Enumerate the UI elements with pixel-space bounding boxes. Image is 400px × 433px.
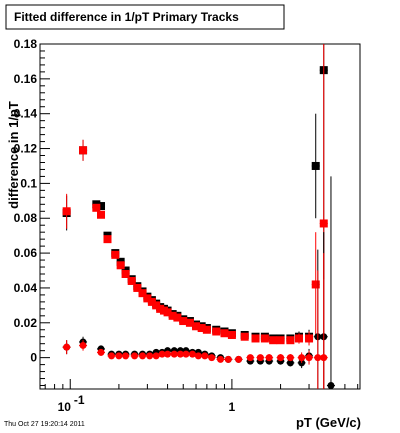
square-marker bbox=[260, 334, 269, 343]
y-axis-label: difference in 1/pT bbox=[6, 101, 21, 209]
circle-marker bbox=[320, 354, 328, 362]
x-tick-exponent: -1 bbox=[74, 393, 85, 407]
plot-frame bbox=[39, 43, 361, 390]
y-tick-label: 0.1 bbox=[20, 176, 37, 190]
y-tick-label: 0.02 bbox=[14, 316, 38, 330]
circle-marker bbox=[122, 352, 130, 360]
y-tick-label: 0.14 bbox=[14, 107, 38, 121]
circle-marker bbox=[63, 343, 71, 351]
data-series bbox=[62, 44, 335, 390]
y-tick-label: 0.16 bbox=[14, 72, 38, 86]
y-tick-label: 0 bbox=[30, 351, 37, 365]
square-marker bbox=[227, 330, 236, 339]
square-marker bbox=[319, 219, 328, 228]
square-marker bbox=[311, 161, 320, 170]
circle-marker bbox=[139, 352, 147, 360]
series-1 bbox=[62, 44, 328, 389]
square-marker bbox=[62, 207, 71, 216]
circle-marker bbox=[224, 355, 232, 363]
circle-marker bbox=[216, 355, 224, 363]
square-marker bbox=[121, 270, 130, 278]
circle-marker bbox=[265, 354, 273, 362]
circle-marker bbox=[201, 352, 209, 360]
circle-marker bbox=[164, 350, 172, 358]
circle-marker bbox=[277, 354, 285, 362]
square-marker bbox=[152, 301, 161, 310]
circle-marker bbox=[188, 350, 196, 358]
circle-marker bbox=[158, 350, 166, 358]
square-marker bbox=[179, 317, 188, 326]
y-tick-label: 0.18 bbox=[14, 37, 38, 51]
square-marker bbox=[111, 250, 120, 259]
circle-marker bbox=[182, 350, 190, 358]
square-marker bbox=[127, 276, 136, 285]
circle-marker bbox=[256, 354, 264, 362]
title-box: Fitted difference in 1/pT Primary Tracks bbox=[5, 4, 285, 30]
circle-marker bbox=[208, 354, 216, 362]
square-marker bbox=[103, 235, 112, 244]
x-tick-label: 1 bbox=[229, 400, 236, 414]
square-marker bbox=[251, 334, 260, 343]
square-marker bbox=[305, 334, 314, 343]
circle-marker bbox=[327, 382, 335, 390]
circle-marker bbox=[152, 352, 160, 360]
circle-marker bbox=[108, 352, 116, 360]
square-marker bbox=[147, 297, 156, 306]
chart-title: Fitted difference in 1/pT Primary Tracks bbox=[14, 10, 239, 24]
circle-marker bbox=[97, 348, 105, 356]
square-marker bbox=[311, 280, 320, 289]
square-marker bbox=[220, 329, 229, 338]
square-marker bbox=[197, 324, 206, 333]
square-marker bbox=[92, 203, 101, 212]
y-tick-label: 0.04 bbox=[14, 281, 38, 295]
circle-marker bbox=[246, 354, 254, 362]
square-marker bbox=[202, 325, 211, 334]
x-axis-ticks: 10 -1 1 bbox=[44, 379, 359, 414]
square-marker bbox=[97, 210, 106, 219]
circle-marker bbox=[146, 352, 154, 360]
circle-marker bbox=[314, 354, 322, 362]
square-marker bbox=[79, 146, 88, 155]
square-marker bbox=[185, 318, 194, 327]
square-marker bbox=[168, 311, 177, 320]
square-marker bbox=[286, 336, 295, 345]
circle-marker bbox=[115, 352, 123, 360]
y-tick-label: 0.06 bbox=[14, 246, 38, 260]
square-marker bbox=[133, 283, 142, 292]
title-box-frame bbox=[5, 4, 285, 30]
circle-marker bbox=[131, 352, 139, 360]
circle-marker bbox=[286, 359, 294, 367]
square-marker bbox=[116, 261, 125, 270]
square-marker bbox=[240, 332, 249, 341]
square-marker bbox=[163, 308, 172, 317]
x-tick-label: 10 bbox=[58, 400, 72, 414]
series-3 bbox=[62, 253, 328, 389]
circle-marker bbox=[79, 341, 87, 349]
circle-marker bbox=[176, 350, 184, 358]
square-marker bbox=[173, 313, 182, 322]
square-marker bbox=[97, 202, 106, 211]
y-axis-ticks: 0 0.02 0.04 0.06 0.08 0.1 0.12 0.14 0.16 0.18 bbox=[14, 37, 50, 387]
circle-marker bbox=[235, 355, 243, 363]
timestamp: Thu Oct 27 19:20:14 2011 bbox=[4, 421, 85, 428]
x-axis-label: pT (GeV/c) bbox=[296, 415, 361, 430]
square-marker bbox=[138, 289, 147, 298]
circle-marker bbox=[170, 350, 178, 358]
square-marker bbox=[143, 294, 152, 303]
y-tick-label: 0.08 bbox=[14, 211, 38, 225]
circle-marker bbox=[194, 352, 202, 360]
square-marker bbox=[212, 327, 221, 336]
square-marker bbox=[294, 334, 303, 343]
y-tick-label: 0.12 bbox=[14, 142, 38, 156]
square-marker bbox=[192, 322, 201, 331]
circle-marker bbox=[298, 354, 306, 362]
square-marker bbox=[276, 336, 285, 345]
square-marker bbox=[269, 336, 278, 345]
circle-marker bbox=[286, 354, 294, 362]
circle-marker bbox=[305, 354, 313, 362]
